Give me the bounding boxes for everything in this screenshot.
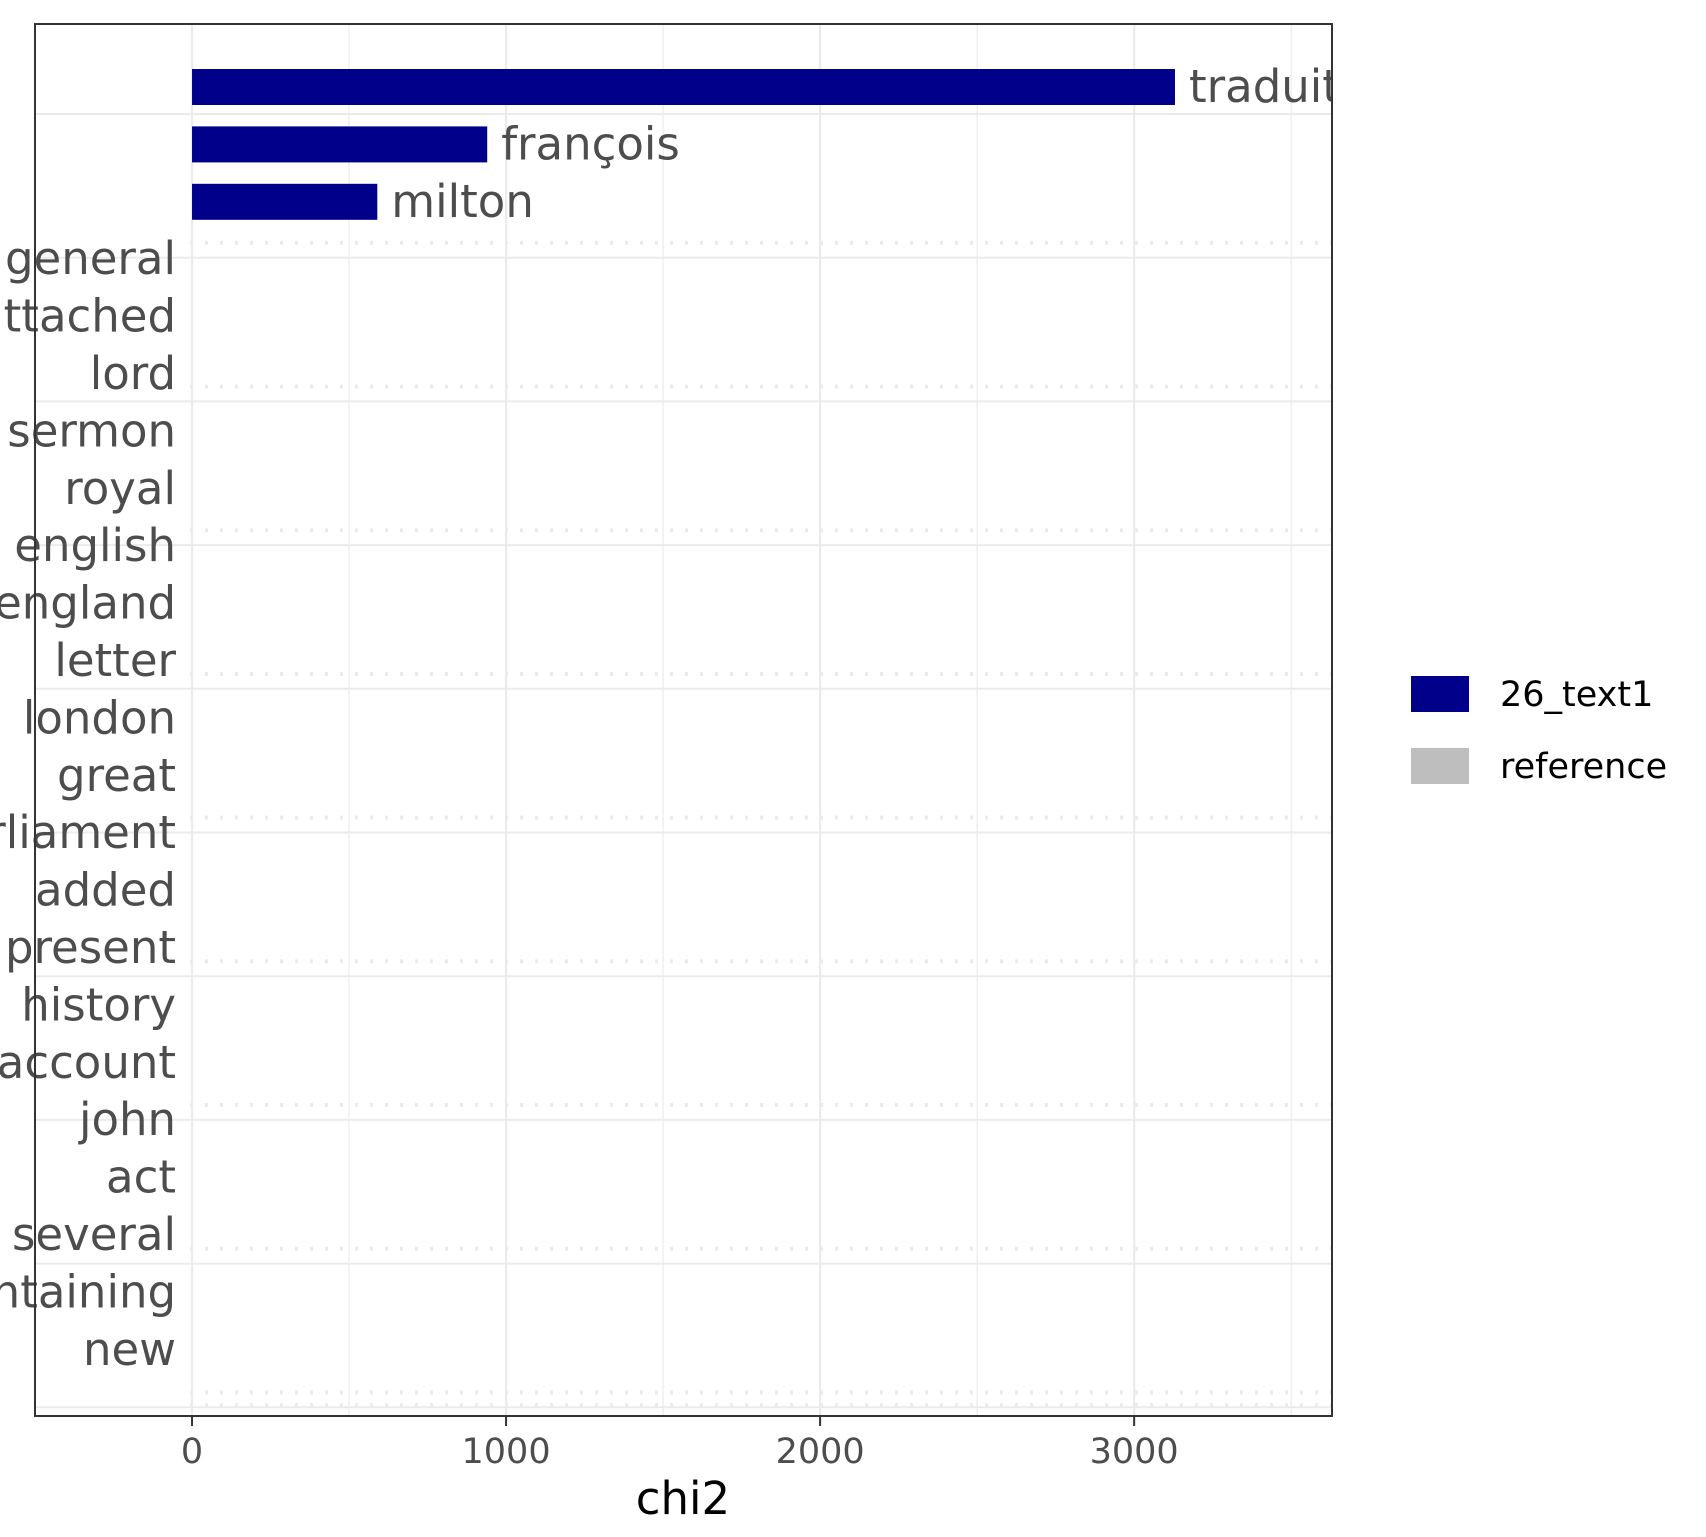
bar-label: general (5, 232, 176, 285)
bar-label: account (0, 1036, 176, 1089)
legend-label: 26_text1 (1500, 675, 1653, 715)
legend-label: reference (1500, 747, 1667, 787)
bar-label: parliament (0, 806, 176, 859)
bar-label: history (21, 978, 176, 1031)
bar-label: royal (64, 462, 176, 515)
x-tick-label: 1000 (462, 1432, 551, 1472)
bar-label: great (57, 749, 176, 802)
bar-label: several (12, 1208, 176, 1261)
bar-label: traduit (1189, 60, 1340, 113)
bar-label: attached (0, 290, 176, 343)
legend: 26_text1 reference (1411, 675, 1667, 787)
bar-françois (192, 126, 488, 163)
x-tick-label: 0 (181, 1432, 203, 1472)
bar-label: added (35, 864, 176, 917)
bar-label: lord (90, 347, 176, 400)
x-axis-title: chi2 (636, 1472, 730, 1525)
x-tick-label: 3000 (1090, 1432, 1179, 1472)
bar-label: act (106, 1151, 176, 1204)
x-axis: 0 1000 2000 3000 (181, 1416, 1179, 1472)
bar-label: containing (0, 1265, 176, 1318)
bar-label: england (0, 577, 176, 630)
bar-label: london (23, 691, 176, 744)
gridlines (35, 24, 1332, 1416)
legend-key-26_text1 (1411, 676, 1469, 712)
bar-label: françois (501, 117, 680, 170)
bar-milton (192, 183, 378, 220)
bar-label: milton (391, 175, 534, 228)
bar-label: english (14, 519, 176, 572)
bar-label: letter (54, 634, 176, 687)
bar-label: present (5, 921, 176, 974)
panel-border (34, 23, 1333, 1417)
x-tick-label: 2000 (776, 1432, 865, 1472)
bar-label: sermon (7, 404, 176, 457)
bar-traduit (192, 69, 1175, 105)
bar-label: new (83, 1323, 176, 1376)
legend-key-reference (1411, 748, 1469, 784)
bar-label: john (78, 1093, 176, 1146)
bars (192, 69, 1175, 1368)
